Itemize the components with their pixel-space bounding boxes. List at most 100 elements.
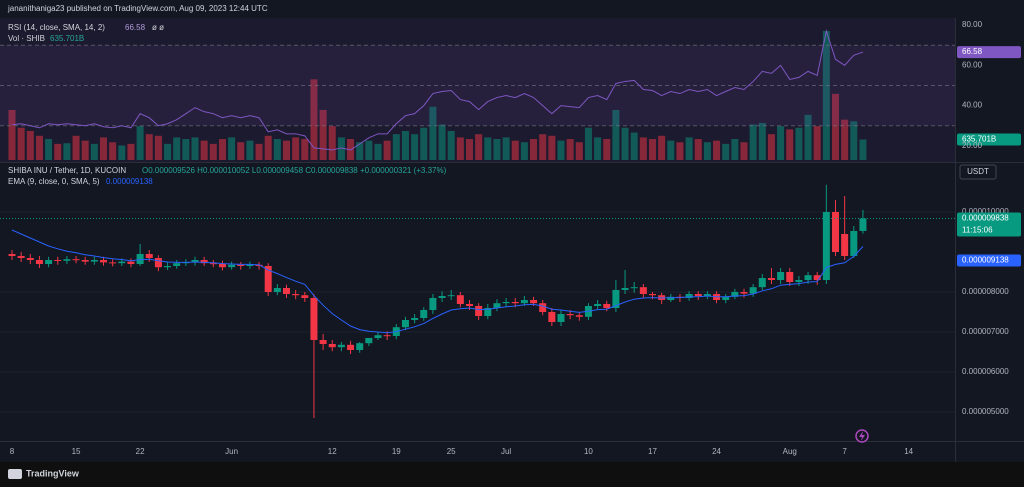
candle-body bbox=[63, 259, 71, 261]
volume-bar bbox=[493, 139, 501, 160]
event-bolt bbox=[859, 431, 865, 441]
candle-body bbox=[310, 298, 318, 340]
candle-body bbox=[740, 292, 748, 294]
candle-body bbox=[539, 303, 547, 312]
x-tick-label: 24 bbox=[712, 447, 721, 456]
x-tick-label: Jun bbox=[225, 447, 238, 456]
currency[interactable]: USDT bbox=[967, 167, 989, 176]
volume-bar bbox=[749, 124, 757, 160]
volume-bar bbox=[392, 134, 400, 160]
candle-body bbox=[374, 335, 382, 338]
candle-body bbox=[767, 278, 775, 280]
volume-bar bbox=[356, 142, 364, 160]
ema-value: 0.000009138 bbox=[106, 177, 153, 186]
candle-body bbox=[813, 275, 821, 280]
candle-body bbox=[273, 288, 281, 292]
volume-bar bbox=[548, 135, 556, 160]
volume-bar bbox=[813, 126, 821, 160]
candle-body bbox=[81, 260, 89, 262]
candle-body bbox=[621, 288, 629, 290]
candle-body bbox=[694, 294, 702, 296]
candle-body bbox=[17, 256, 25, 258]
volume-tag-bg bbox=[957, 133, 1021, 146]
volume-bar bbox=[136, 126, 144, 160]
x-tick-label: Aug bbox=[783, 447, 797, 456]
price-tag: 0.000009838 bbox=[962, 214, 1009, 223]
candle-body bbox=[649, 294, 656, 296]
candle-body bbox=[283, 288, 290, 294]
volume-bar bbox=[429, 106, 437, 160]
volume-bar bbox=[731, 139, 739, 160]
y-tick-label: 80.00 bbox=[962, 20, 983, 29]
volume-bar bbox=[337, 137, 345, 160]
volume-bar bbox=[109, 142, 117, 160]
volume-bar bbox=[218, 139, 226, 160]
x-tick-label: 17 bbox=[648, 447, 657, 456]
volume-bar bbox=[850, 121, 858, 160]
candle-body bbox=[758, 278, 766, 288]
candle-body bbox=[520, 300, 528, 304]
candle-body bbox=[466, 304, 473, 306]
candle-body bbox=[703, 294, 711, 296]
volume-bar bbox=[264, 135, 272, 160]
candle-body bbox=[35, 260, 43, 264]
volume-bar bbox=[658, 135, 666, 160]
brand: TradingView bbox=[26, 468, 80, 478]
volume-bar bbox=[200, 140, 208, 160]
volume-bar bbox=[475, 134, 483, 160]
candle-body bbox=[456, 295, 464, 304]
volume-bar bbox=[45, 139, 53, 160]
volume-bar bbox=[511, 140, 519, 160]
volume-bar bbox=[621, 127, 629, 160]
candle-body bbox=[347, 344, 355, 350]
candle-body bbox=[685, 294, 693, 298]
volume-bar bbox=[694, 139, 702, 160]
currency-box[interactable] bbox=[959, 164, 997, 180]
volume-bar bbox=[466, 139, 473, 160]
volume-bar bbox=[273, 139, 281, 160]
volume-bar bbox=[35, 135, 43, 160]
candle-body bbox=[118, 261, 126, 264]
volume-bar bbox=[767, 134, 775, 160]
ohlc-legend: O0.000009526 H0.000010052 L0.000009458 C… bbox=[142, 166, 447, 175]
volume-bar bbox=[383, 140, 391, 160]
x-tick-label: 8 bbox=[10, 447, 15, 456]
volume-bar bbox=[575, 142, 583, 160]
candle-body bbox=[237, 264, 245, 266]
candle-body bbox=[438, 296, 446, 298]
x-tick-label: 15 bbox=[72, 447, 81, 456]
candle-body bbox=[164, 266, 172, 268]
candle-body bbox=[136, 254, 144, 264]
candle-body bbox=[502, 302, 510, 304]
volume-bar bbox=[777, 126, 785, 160]
volume-bar bbox=[557, 140, 565, 160]
rsi-flags: ø ø bbox=[152, 23, 164, 32]
brand-logo bbox=[8, 469, 22, 479]
volume-bar bbox=[859, 139, 867, 160]
volume-bar bbox=[722, 143, 730, 160]
candle-body bbox=[822, 212, 830, 280]
candle-body bbox=[127, 261, 135, 264]
x-tick-label: 22 bbox=[136, 447, 145, 456]
candle-body bbox=[228, 264, 236, 268]
candle-body bbox=[109, 262, 117, 264]
volume-bar bbox=[209, 143, 217, 160]
ema-title: EMA (9, close, 0, SMA, 5) bbox=[8, 177, 100, 186]
volume-bar bbox=[484, 137, 492, 160]
volume-bar bbox=[740, 142, 748, 160]
volume-bar bbox=[182, 139, 190, 160]
candle-body bbox=[411, 318, 419, 320]
rsi-title: RSI (14, close, SMA, 14, 2) bbox=[8, 23, 105, 32]
volume-bar bbox=[667, 140, 675, 160]
candle-body bbox=[292, 294, 300, 296]
x-tick-label: 25 bbox=[447, 447, 456, 456]
candle-body bbox=[630, 287, 638, 289]
ema-line bbox=[11, 229, 864, 334]
volume-bar bbox=[685, 137, 693, 160]
candle-body bbox=[401, 320, 409, 328]
volume-bar bbox=[456, 137, 464, 160]
rsi-tag: 66.58 bbox=[962, 47, 983, 56]
candle-body bbox=[548, 312, 556, 322]
event-icon[interactable] bbox=[855, 429, 869, 443]
volume-bar bbox=[118, 145, 126, 160]
